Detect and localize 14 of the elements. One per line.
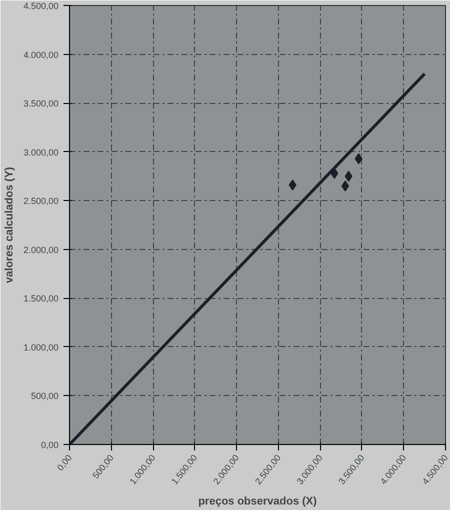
y-tick-label: 3.000,00 — [23, 147, 59, 158]
y-axis-title: valores calculados (Y) — [3, 166, 16, 284]
y-tick-label: 2.000,00 — [23, 244, 59, 255]
y-tick-label: 3.500,00 — [23, 98, 59, 109]
point — [288, 180, 296, 190]
y-tick-label: 1.000,00 — [23, 342, 59, 352]
point — [341, 180, 350, 192]
y-tick-label: 500,00 — [30, 391, 59, 402]
x-axis-title: preços observados (X) — [198, 495, 318, 508]
y-tick-label: 4.000,00 — [23, 50, 59, 60]
y-tick-label: 1.500,00 — [23, 294, 59, 304]
y-tick-label: 2.500,00 — [23, 196, 59, 206]
y-tick-label: 0,00 — [40, 440, 59, 450]
y-tick-label: 4.500,00 — [23, 1, 59, 11]
